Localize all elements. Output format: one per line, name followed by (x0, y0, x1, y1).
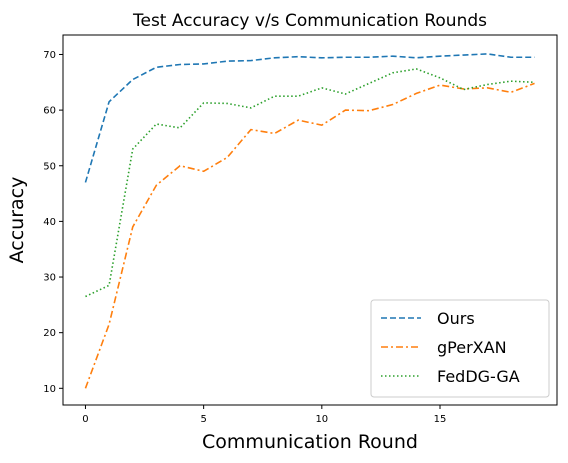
y-tick-label: 40 (43, 217, 56, 228)
y-tick-label: 10 (43, 384, 56, 395)
x-tick-label: 0 (82, 414, 88, 425)
plot-area (84, 53, 535, 389)
chart-title: Test Accuracy v/s Communication Rounds (132, 11, 487, 31)
x-axis: 0 5 10 15 (82, 405, 446, 425)
x-axis-label: Communication Round (202, 431, 418, 453)
x-tick-label: 5 (200, 414, 206, 425)
legend: Ours gPerXAN FedDG-GA (370, 299, 550, 398)
series-line-0 (84, 53, 535, 183)
series-line-1 (84, 82, 535, 389)
legend-label-1: gPerXAN (437, 338, 507, 357)
y-tick-label: 20 (43, 328, 56, 339)
y-axis: 10 20 30 40 50 60 70 (43, 50, 63, 395)
series-line-2 (85, 68, 535, 298)
y-tick-label: 60 (43, 106, 56, 117)
y-tick-label: 30 (43, 273, 56, 284)
x-tick-label: 15 (434, 414, 447, 425)
legend-box (370, 299, 550, 398)
x-tick-label: 10 (315, 414, 328, 425)
y-tick-label: 70 (43, 50, 56, 61)
y-axis-label: Accuracy (6, 177, 28, 264)
y-tick-label: 50 (43, 161, 56, 172)
plot-frame (62, 34, 558, 406)
legend-label-0: Ours (437, 309, 475, 328)
legend-label-2: FedDG-GA (437, 367, 520, 386)
